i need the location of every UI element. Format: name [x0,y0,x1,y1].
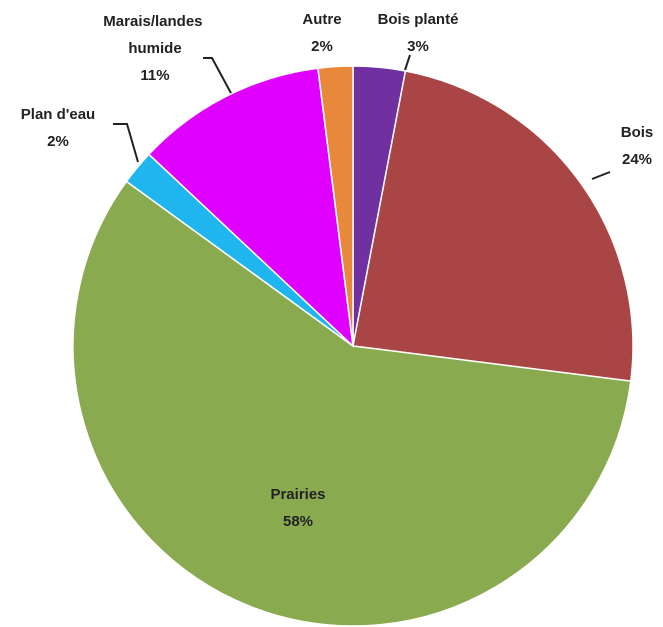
pie-slice [72,180,632,627]
pie-slice [317,65,354,347]
leader-line [113,123,139,163]
label-line: Marais/landes [103,13,206,30]
slice-label: Prairies [270,486,325,503]
label-line: humide [128,40,181,57]
leader-line [591,171,611,180]
slice-label: Bois [621,124,654,141]
pie-slice [352,70,634,382]
pie-slice [147,67,355,348]
leader-line [404,54,411,71]
slices [72,65,634,627]
slice-label: Plan d'eau [21,106,95,123]
slice-value-label: 2% [47,133,69,150]
slice-value-label: 2% [311,38,333,55]
slice-label: Bois planté [378,11,459,28]
slice-value-label: 58% [283,513,313,530]
slice-label: Marais/landes humide [103,13,206,57]
slice-value-label: 24% [622,151,652,168]
slice-value-label: 11% [140,67,169,84]
slice-label: Autre [302,11,341,28]
slice-value-label: 3% [407,38,429,55]
leader-line [203,57,233,96]
